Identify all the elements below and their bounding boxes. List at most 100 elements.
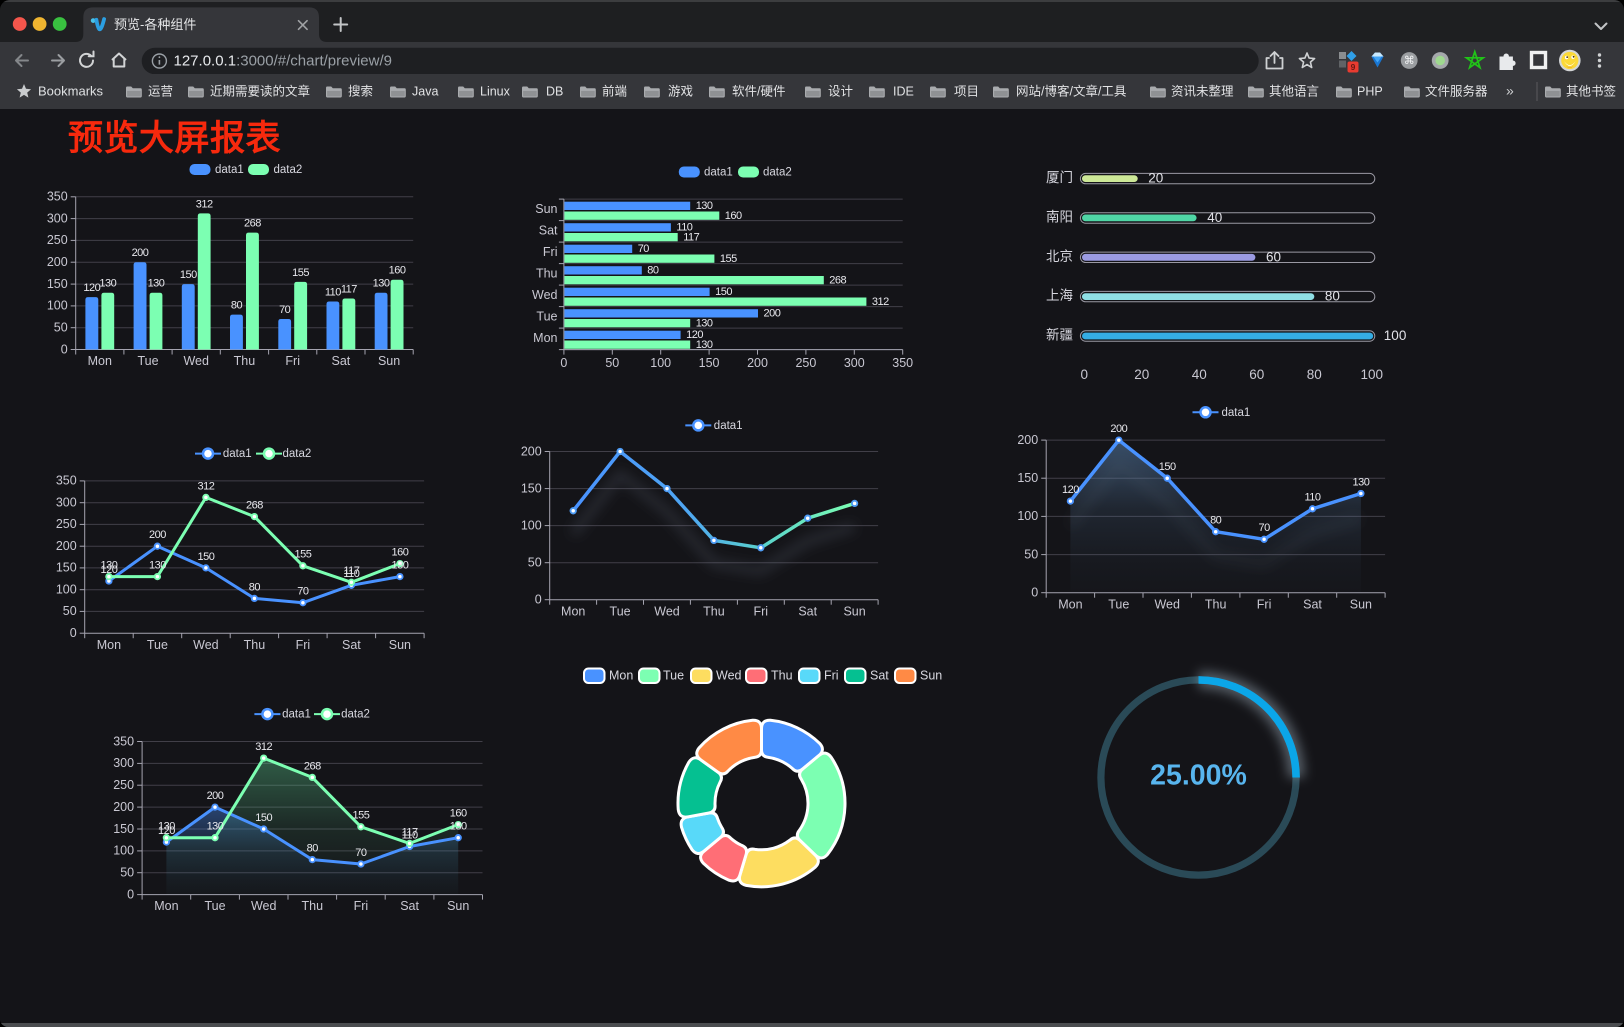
svg-text:近期需要读的文章: 近期需要读的文章 — [210, 83, 310, 98]
svg-text:Sat: Sat — [539, 224, 558, 238]
svg-text:Sun: Sun — [535, 202, 557, 216]
svg-text:312: 312 — [197, 480, 214, 492]
svg-text:Sun: Sun — [389, 638, 411, 652]
svg-text:Mon: Mon — [533, 331, 557, 345]
svg-text:150: 150 — [197, 551, 214, 563]
svg-text:预览-各种组件: 预览-各种组件 — [114, 17, 196, 32]
svg-text:20: 20 — [1148, 171, 1163, 186]
svg-text:300: 300 — [113, 756, 134, 770]
svg-text:150: 150 — [47, 277, 68, 291]
svg-text:Bookmarks: Bookmarks — [38, 83, 104, 98]
svg-text:Mon: Mon — [1058, 598, 1082, 612]
svg-text:200: 200 — [149, 529, 166, 541]
svg-text:Sat: Sat — [342, 638, 361, 652]
svg-text:Fri: Fri — [543, 245, 558, 259]
svg-text:Mon: Mon — [88, 354, 112, 368]
svg-text:⌘: ⌘ — [1404, 55, 1415, 67]
svg-text:130: 130 — [100, 560, 117, 572]
svg-text:Tue: Tue — [536, 310, 557, 324]
svg-text:160: 160 — [725, 210, 742, 222]
svg-text:南阳: 南阳 — [1046, 209, 1073, 224]
svg-text:Wed: Wed — [193, 638, 219, 652]
svg-text:130: 130 — [391, 560, 408, 572]
svg-text:100: 100 — [1384, 328, 1407, 343]
svg-text:Mon: Mon — [561, 604, 585, 618]
svg-text:250: 250 — [56, 517, 77, 531]
svg-text:Thu: Thu — [703, 604, 725, 618]
svg-text:200: 200 — [132, 247, 149, 259]
svg-text:DB: DB — [546, 84, 563, 98]
svg-text:120: 120 — [83, 282, 100, 294]
svg-text:80: 80 — [1307, 367, 1322, 382]
svg-text:Thu: Thu — [234, 354, 256, 368]
svg-text:Wed: Wed — [1154, 598, 1180, 612]
svg-text:Sun: Sun — [920, 668, 942, 682]
svg-text:PHP: PHP — [1357, 84, 1383, 98]
svg-text:100: 100 — [1361, 367, 1384, 382]
svg-text:160: 160 — [450, 808, 467, 820]
svg-text:130: 130 — [99, 278, 116, 290]
svg-text:150: 150 — [715, 286, 732, 298]
svg-text:Tue: Tue — [147, 638, 168, 652]
svg-text:80: 80 — [249, 581, 261, 593]
svg-text:其他语言: 其他语言 — [1269, 84, 1319, 98]
svg-text:312: 312 — [196, 198, 213, 210]
svg-text:127.0.0.1:3000/#/chart/preview: 127.0.0.1:3000/#/chart/preview/9 — [174, 53, 393, 70]
svg-text:130: 130 — [696, 318, 713, 330]
svg-text:300: 300 — [844, 356, 865, 370]
svg-text:data2: data2 — [341, 709, 370, 721]
svg-text:data1: data1 — [704, 167, 733, 179]
svg-text:40: 40 — [1207, 210, 1222, 225]
svg-text:Wed: Wed — [654, 604, 680, 618]
svg-text:200: 200 — [207, 790, 224, 802]
svg-text:130: 130 — [149, 560, 166, 572]
svg-text:0: 0 — [1081, 367, 1089, 382]
svg-text:Wed: Wed — [183, 354, 209, 368]
svg-text:Fri: Fri — [824, 668, 839, 682]
svg-text:200: 200 — [521, 444, 542, 458]
svg-text:0: 0 — [61, 342, 68, 356]
svg-text:Thu: Thu — [536, 267, 558, 281]
svg-text:110: 110 — [676, 222, 692, 234]
svg-text:项目: 项目 — [954, 84, 979, 98]
svg-text:350: 350 — [892, 356, 913, 370]
svg-text:50: 50 — [528, 555, 542, 569]
svg-text:Java: Java — [412, 84, 438, 98]
svg-text:268: 268 — [829, 275, 846, 287]
svg-text:前端: 前端 — [602, 83, 627, 98]
svg-text:100: 100 — [47, 299, 68, 313]
svg-text:Sat: Sat — [400, 899, 419, 913]
svg-text:268: 268 — [304, 760, 321, 772]
svg-text:110: 110 — [343, 568, 359, 580]
svg-text:Wed: Wed — [532, 288, 558, 302]
svg-text:117: 117 — [341, 283, 357, 295]
svg-text:100: 100 — [521, 518, 542, 532]
svg-text:117: 117 — [683, 232, 699, 244]
svg-text:150: 150 — [521, 481, 542, 495]
svg-text:130: 130 — [373, 278, 390, 290]
svg-text:155: 155 — [292, 267, 309, 279]
svg-text:117: 117 — [343, 565, 359, 577]
svg-text:Tue: Tue — [204, 899, 225, 913]
svg-text:250: 250 — [47, 233, 68, 247]
svg-text:data1: data1 — [223, 448, 252, 460]
svg-text:Sat: Sat — [870, 668, 889, 682]
svg-text:Fri: Fri — [296, 638, 311, 652]
svg-text:80: 80 — [1325, 289, 1340, 304]
svg-text:70: 70 — [355, 847, 367, 859]
svg-text:Mon: Mon — [97, 638, 121, 652]
svg-text:150: 150 — [180, 269, 197, 281]
svg-text:200: 200 — [1017, 433, 1038, 447]
svg-text:Linux: Linux — [480, 84, 511, 98]
svg-text:200: 200 — [764, 308, 781, 320]
svg-text:Sun: Sun — [378, 354, 400, 368]
svg-text:游戏: 游戏 — [668, 84, 693, 98]
svg-text:25.00%: 25.00% — [1150, 760, 1247, 792]
svg-text:网站/博客/文章/工具: 网站/博客/文章/工具 — [1016, 83, 1127, 98]
svg-text:100: 100 — [1017, 509, 1038, 523]
svg-text:150: 150 — [1017, 471, 1038, 485]
svg-text:新疆: 新疆 — [1046, 328, 1073, 343]
svg-text:Tue: Tue — [610, 604, 631, 618]
svg-text:»: » — [1506, 83, 1514, 99]
svg-text:110: 110 — [325, 286, 341, 298]
